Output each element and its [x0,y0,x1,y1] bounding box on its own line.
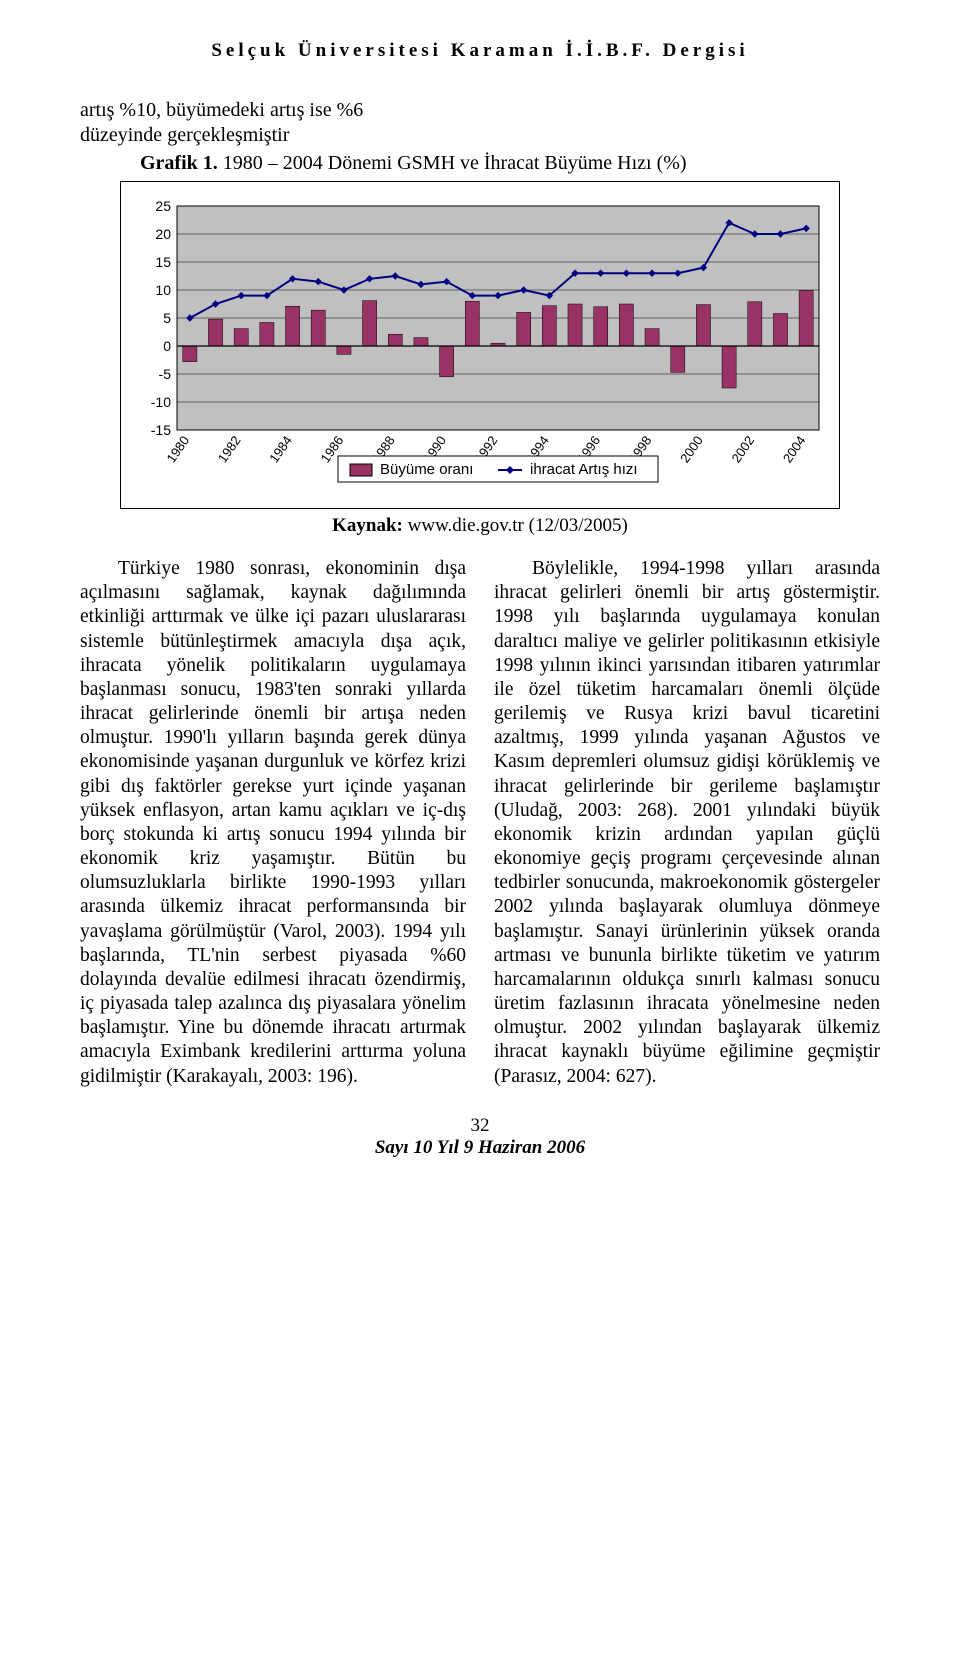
page-footer: 32 Sayı 10 Yıl 9 Haziran 2006 [80,1115,880,1159]
svg-text:ihracat Artış hızı: ihracat Artış hızı [530,461,638,478]
svg-text:-15: -15 [151,422,171,438]
figure-caption: 1980 – 2004 Dönemi GSMH ve İhracat Büyüm… [218,152,687,174]
svg-text:20: 20 [155,226,171,242]
svg-text:5: 5 [163,310,171,326]
body-columns: Türkiye 1980 sonrası, ekonominin dışa aç… [80,557,880,1089]
source-label: Kaynak: [332,515,403,536]
svg-text:2000: 2000 [677,433,706,465]
issue-line: Sayı 10 Yıl 9 Haziran 2006 [375,1137,585,1158]
source-text: www.die.gov.tr (12/03/2005) [403,515,628,536]
source-line: Kaynak: www.die.gov.tr (12/03/2005) [80,515,880,537]
svg-text:10: 10 [155,282,171,298]
svg-text:1984: 1984 [266,433,295,465]
svg-text:15: 15 [155,254,171,270]
chart-container: -15-10-505101520251980198219841986198819… [120,181,840,509]
gsmh-ihracat-chart: -15-10-505101520251980198219841986198819… [131,200,829,500]
body-left-paragraph: Türkiye 1980 sonrası, ekonominin dışa aç… [80,557,466,1089]
page-number: 32 [80,1115,880,1137]
column-left: Türkiye 1980 sonrası, ekonominin dışa aç… [80,557,466,1089]
svg-text:Büyüme oranı: Büyüme oranı [380,461,473,478]
page-root: Selçuk Üniversitesi Karaman İ.İ.B.F. Der… [0,0,960,1189]
intro-paragraph: artış %10, büyümedeki artış ise %6 düzey… [80,98,880,148]
svg-text:1982: 1982 [215,433,244,465]
svg-text:-10: -10 [151,394,171,410]
body-right-paragraph: Böylelikle, 1994-1998 yılları arasında i… [494,557,880,1089]
intro-line-2: düzeyinde gerçekleşmiştir [80,124,289,146]
svg-text:0: 0 [163,338,171,354]
svg-text:-5: -5 [159,366,172,382]
svg-text:25: 25 [155,200,171,214]
running-head: Selçuk Üniversitesi Karaman İ.İ.B.F. Der… [80,40,880,62]
svg-text:2002: 2002 [728,433,757,465]
svg-text:2004: 2004 [780,433,809,465]
column-right: Böylelikle, 1994-1998 yılları arasında i… [494,557,880,1089]
intro-line-1: artış %10, büyümedeki artış ise %6 [80,99,363,121]
figure-label: Grafik 1. [140,152,218,174]
figure-title: Grafik 1. 1980 – 2004 Dönemi GSMH ve İhr… [80,152,880,175]
